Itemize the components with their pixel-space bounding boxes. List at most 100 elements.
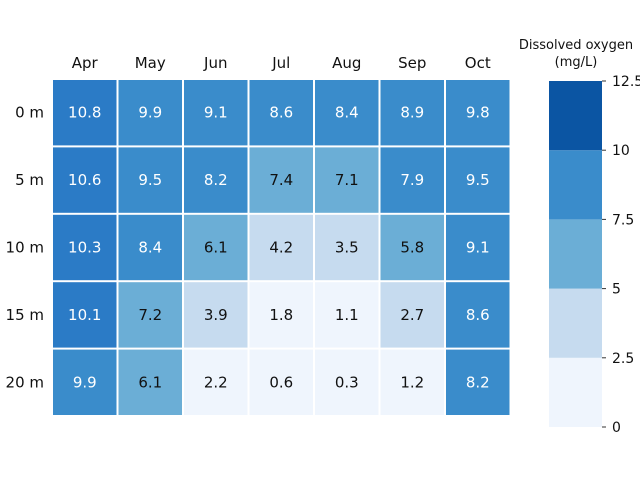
cell-value-label: 8.9 xyxy=(400,104,424,122)
cell-value-label: 3.9 xyxy=(204,306,228,324)
cell-value-label: 9.1 xyxy=(204,104,228,122)
depth-tick-labels: 0 m 5 m 10 m 15 m 20 m xyxy=(6,104,44,392)
cell-value-label: 8.2 xyxy=(466,373,490,391)
colorbar-tick-label: 0 xyxy=(612,420,621,436)
cell-value-label: 8.4 xyxy=(138,239,162,257)
cell-value-label: 2.7 xyxy=(400,306,424,324)
cell-value-label: 9.9 xyxy=(73,373,97,391)
colorbar-segment xyxy=(549,288,602,358)
x-tick-label: Jul xyxy=(271,54,290,72)
heatmap-cell xyxy=(249,147,313,213)
x-tick-label: Sep xyxy=(398,54,426,72)
heatmap-cell xyxy=(184,282,248,348)
x-tick-label: Aug xyxy=(332,54,361,72)
heatmap-cell xyxy=(118,147,182,213)
cell-value-label: 1.1 xyxy=(335,306,359,324)
heatmap-cell xyxy=(315,147,379,213)
colorbar-tick-label: 12.5 xyxy=(612,74,640,90)
cell-value-label: 8.4 xyxy=(335,104,359,122)
cell-value-label: 7.4 xyxy=(269,171,293,189)
cell-value-label: 9.9 xyxy=(138,104,162,122)
colorbar-segment xyxy=(549,357,602,427)
heatmap-cell xyxy=(315,349,379,415)
heatmap-cell xyxy=(446,282,510,348)
cell-value-label: 6.1 xyxy=(138,373,162,391)
heatmap-cell xyxy=(315,80,379,146)
cell-value-label: 1.2 xyxy=(400,373,424,391)
colorbar-tick-label: 2.5 xyxy=(612,351,634,367)
heatmap-cells: 10.8 9.9 9.1 8.6 8.4 8.9 9.8 10.6 9.5 8.2 7.4 7.1 7.… xyxy=(52,79,511,416)
heatmap-cell xyxy=(249,282,313,348)
y-tick-label: 0 m xyxy=(15,104,44,122)
heatmap-cell xyxy=(53,147,117,213)
heatmap-cell xyxy=(446,80,510,146)
cell-value-label: 7.9 xyxy=(400,171,424,189)
heatmap-cell xyxy=(446,147,510,213)
cell-value-label: 2.2 xyxy=(204,373,228,391)
heatmap-cell xyxy=(380,214,444,281)
heatmap-cell xyxy=(315,282,379,348)
colorbar-segment xyxy=(549,150,602,220)
cell-value-label: 0.6 xyxy=(269,373,293,391)
colorbar-segment xyxy=(549,219,602,289)
cell-value-label: 9.5 xyxy=(466,171,490,189)
cell-value-label: 6.1 xyxy=(204,239,228,257)
cell-value-label: 0.3 xyxy=(335,373,359,391)
heatmap-cell xyxy=(184,349,248,415)
colorbar-tick-label: 10 xyxy=(612,143,630,159)
heatmap-cell xyxy=(249,214,313,281)
colorbar-segment xyxy=(549,81,602,151)
colorbar-title-line1: Dissolved oxygen xyxy=(519,38,633,53)
cell-value-label: 7.2 xyxy=(138,306,162,324)
heatmap-cell xyxy=(380,147,444,213)
cell-value-label: 9.1 xyxy=(466,239,490,257)
colorbar: Dissolved oxygen (mg/L) 0 2.5 5 7.5 10 12.5 xyxy=(519,38,640,436)
cell-value-label: 8.6 xyxy=(466,306,490,324)
colorbar-tick-label: 5 xyxy=(612,282,621,298)
y-tick-label: 10 m xyxy=(6,239,44,257)
heatmap-cell xyxy=(184,80,248,146)
cell-value-label: 10.8 xyxy=(68,104,101,122)
heatmap-cell xyxy=(446,214,510,281)
heatmap-cell xyxy=(380,80,444,146)
cell-value-label: 3.5 xyxy=(335,239,359,257)
heatmap-cell xyxy=(118,282,182,348)
y-tick-label: 20 m xyxy=(6,373,44,391)
x-tick-label: Jun xyxy=(203,54,227,72)
colorbar-title-line2: (mg/L) xyxy=(555,55,598,70)
x-tick-label: May xyxy=(135,54,166,72)
heatmap-cell xyxy=(249,349,313,415)
y-tick-label: 5 m xyxy=(15,171,44,189)
colorbar-tick-label: 7.5 xyxy=(612,212,634,228)
heatmap-cell xyxy=(380,282,444,348)
cell-value-label: 7.1 xyxy=(335,171,359,189)
cell-value-label: 8.2 xyxy=(204,171,228,189)
heatmap-cell xyxy=(53,349,117,415)
heatmap-cell xyxy=(53,282,117,348)
cell-value-label: 1.8 xyxy=(269,306,293,324)
heatmap-cell xyxy=(446,349,510,415)
x-tick-label: Oct xyxy=(465,54,491,72)
heatmap-cell xyxy=(184,214,248,281)
heatmap-cell xyxy=(118,80,182,146)
heatmap-cell xyxy=(53,214,117,281)
heatmap-cell xyxy=(118,349,182,415)
heatmap-cell xyxy=(184,147,248,213)
cell-value-label: 9.8 xyxy=(466,104,490,122)
cell-value-label: 10.3 xyxy=(68,239,101,257)
cell-value-label: 9.5 xyxy=(138,171,162,189)
cell-value-label: 4.2 xyxy=(269,239,293,257)
heatmap-cell xyxy=(53,80,117,146)
heatmap-cell xyxy=(380,349,444,415)
month-tick-labels: Apr May Jun Jul Aug Sep Oct xyxy=(72,54,491,72)
cell-value-label: 10.1 xyxy=(68,306,101,324)
cell-value-label: 5.8 xyxy=(400,239,424,257)
cell-value-label: 8.6 xyxy=(269,104,293,122)
x-tick-label: Apr xyxy=(72,54,99,72)
cell-value-label: 10.6 xyxy=(68,171,101,189)
y-tick-label: 15 m xyxy=(6,306,44,324)
heatmap-cell xyxy=(118,214,182,281)
heatmap-cell xyxy=(315,214,379,281)
heatmap-cell xyxy=(249,80,313,146)
